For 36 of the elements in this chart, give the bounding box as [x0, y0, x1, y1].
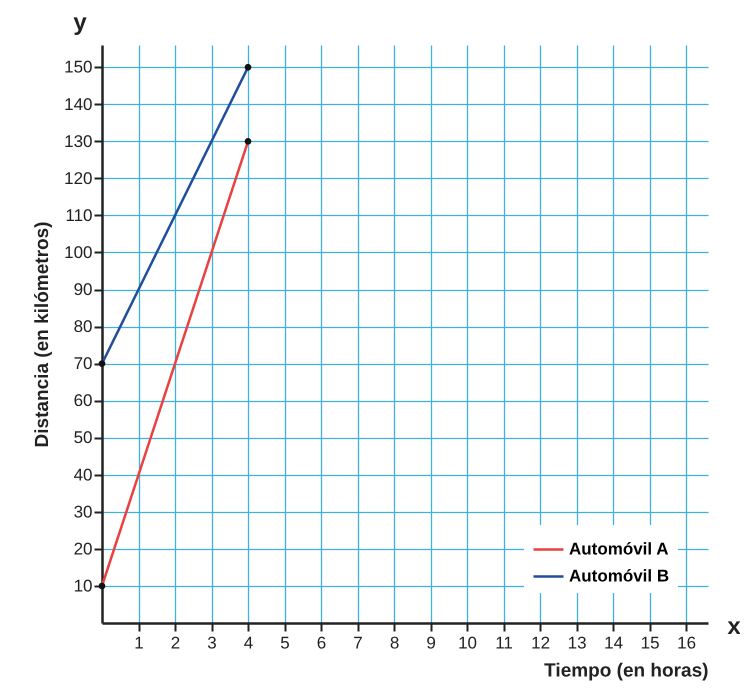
y-axis-title: Distancia (en kilómetros): [32, 222, 54, 448]
y-tick-label: 50: [74, 428, 92, 448]
x-tick-label: 13: [568, 634, 587, 652]
y-tick-label: 130: [64, 132, 92, 151]
y-tick-label: 90: [74, 280, 92, 300]
x-tick-label: 4: [244, 634, 254, 652]
x-tick-label: 14: [604, 634, 624, 652]
x-axis-title: Tiempo (en horas): [544, 660, 708, 682]
y-tick-label: 30: [74, 502, 92, 522]
x-tick-label: 10: [458, 634, 478, 652]
x-tick-label: 1: [134, 634, 144, 652]
text: y: [73, 9, 88, 36]
x-tick-label: 8: [390, 634, 400, 652]
x-tick-label: 7: [353, 634, 363, 652]
y-tick-label: 80: [74, 317, 92, 336]
x-tick-label: 3: [207, 634, 217, 652]
y-tick-label: 120: [64, 168, 92, 188]
y-tick-label: 20: [74, 539, 92, 558]
y-tick-label: 10: [74, 576, 92, 596]
y-tick-label: 110: [65, 206, 92, 225]
y-tick-label: 40: [74, 465, 92, 484]
x-tick-label: 6: [316, 634, 326, 652]
y-tick-label: 100: [64, 242, 92, 262]
x-tick-label: 12: [531, 634, 550, 652]
y-tick-label: 70: [74, 354, 92, 374]
x-tick-label: 15: [640, 634, 660, 652]
legend-label: Automóvil A: [569, 540, 668, 558]
x-tick-label: 9: [426, 634, 436, 652]
x-tick-label: 16: [677, 634, 696, 652]
legend-label: Automóvil B: [569, 566, 670, 586]
x-tick-label: 2: [170, 634, 180, 652]
x-tick-label: 5: [280, 634, 290, 652]
y-tick-label: 140: [64, 94, 92, 114]
y-tick-label: 60: [74, 391, 92, 410]
x-tick-label: 11: [495, 634, 513, 652]
y-tick-label: 150: [64, 58, 92, 77]
